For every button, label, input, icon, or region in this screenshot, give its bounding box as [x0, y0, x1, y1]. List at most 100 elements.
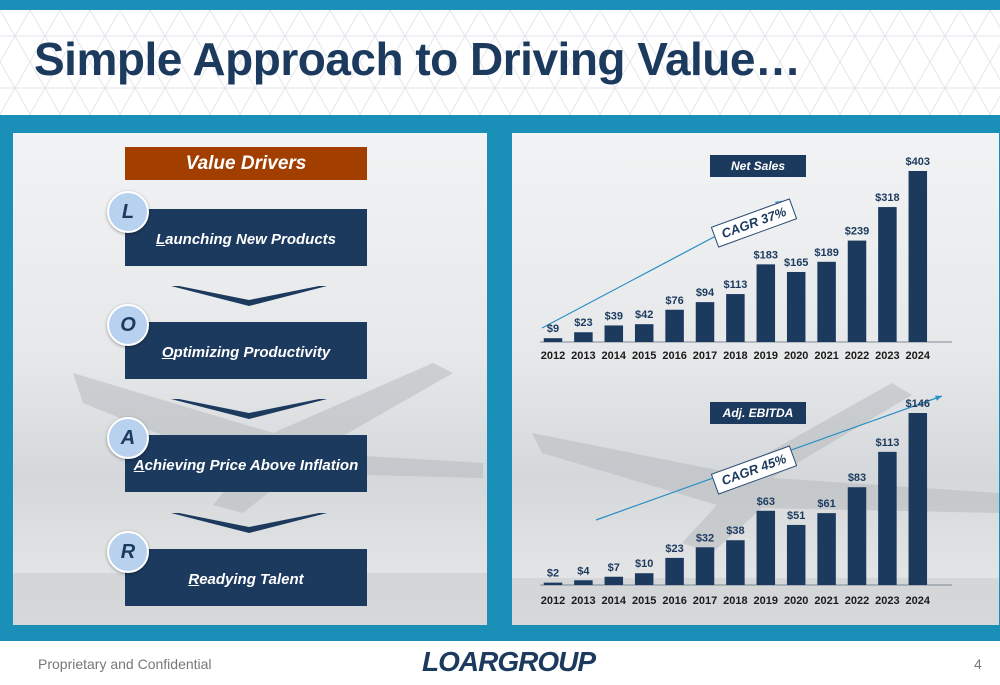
bar [574, 332, 593, 342]
bar [695, 302, 715, 342]
tick-label: 2024 [906, 350, 931, 362]
tick-label: 2022 [845, 595, 869, 607]
arrowhead-icon [935, 395, 942, 401]
data-label: $183 [754, 249, 778, 261]
data-label: $39 [605, 310, 623, 322]
page-number: 4 [974, 656, 982, 672]
tick-label: 2018 [723, 350, 747, 362]
tick-label: 2016 [662, 350, 686, 362]
tick-label: 2019 [754, 350, 778, 362]
tick-label: 2024 [906, 595, 931, 607]
driver-optimizing: Optimizing Productivity [125, 322, 367, 379]
adj-ebitda-chart: $2 2012 $4 2013 $7 2014 $10 2015 $23 2016 $32 2017 $… [540, 395, 952, 607]
value-drivers-header: Value Drivers [125, 147, 367, 180]
tick-label: 2023 [875, 595, 899, 607]
bar [817, 513, 836, 585]
tick-label: 2020 [784, 350, 808, 362]
bar [756, 264, 776, 342]
driver-label: Readying Talent [188, 571, 304, 588]
bar [543, 582, 563, 585]
data-label: $23 [665, 543, 683, 555]
bar [756, 510, 776, 585]
driver-letter-badge: R [107, 531, 149, 573]
header-pattern [0, 10, 1000, 115]
bar [665, 309, 684, 342]
data-label: $51 [787, 510, 805, 522]
tick-label: 2015 [632, 595, 656, 607]
data-label: $318 [875, 192, 899, 204]
tick-label: 2019 [754, 595, 778, 607]
bar [604, 576, 624, 585]
tick-label: 2012 [541, 595, 565, 607]
tick-label: 2017 [693, 350, 717, 362]
chevron-down-icon [171, 513, 327, 533]
bar [878, 207, 897, 342]
adj-ebitda-label: Adj. EBITDA [710, 402, 806, 424]
driver-letter-badge: O [107, 304, 149, 346]
bar-charts: $9 2012 $23 2013 $39 2014 $42 2015 $76 2016 $94 201… [540, 156, 952, 607]
data-label: $189 [814, 247, 838, 259]
tick-label: 2012 [541, 350, 565, 362]
data-label: $9 [547, 323, 559, 335]
driver-label: Launching New Products [155, 231, 337, 248]
data-label: $2 [547, 568, 559, 580]
tick-label: 2022 [845, 350, 869, 362]
bar [786, 524, 806, 585]
data-label: $146 [906, 398, 930, 410]
data-label: $63 [757, 496, 775, 508]
bar [908, 171, 928, 342]
tick-label: 2018 [723, 595, 747, 607]
bar [847, 240, 867, 342]
data-label: $10 [635, 558, 653, 570]
tick-label: 2014 [602, 350, 627, 362]
driver-readying: Readying Talent [125, 549, 367, 606]
tick-label: 2013 [571, 350, 595, 362]
data-label: $38 [726, 525, 744, 537]
footer-confidential: Proprietary and Confidential [38, 656, 212, 672]
driver-letter-badge: A [107, 417, 149, 459]
tick-label: 2021 [814, 595, 838, 607]
charts-panel: Net Sales Adj. EBITDA $9 2012 $23 2013 $39 20… [512, 133, 999, 625]
bar [543, 338, 563, 342]
tick-label: 2023 [875, 350, 899, 362]
chevron-down-icon [171, 399, 327, 419]
net-sales-chart: $9 2012 $23 2013 $39 2014 $42 2015 $76 2016 $94 201… [540, 156, 952, 362]
bar [878, 451, 897, 585]
driver-launching: Launching New Products [125, 209, 367, 266]
bar [634, 573, 654, 585]
data-label: $42 [635, 309, 653, 321]
bar [908, 413, 928, 585]
bar [847, 487, 867, 585]
data-label: $83 [848, 472, 866, 484]
driver-letter-badge: L [107, 191, 149, 233]
loar-group-logo: LOARGROUP [422, 646, 596, 677]
bar [817, 261, 836, 342]
tick-label: 2016 [662, 595, 686, 607]
bar [726, 540, 745, 585]
data-label: $61 [817, 498, 835, 510]
tick-label: 2013 [571, 595, 595, 607]
tick-label: 2015 [632, 350, 656, 362]
driver-label: Optimizing Productivity [161, 344, 331, 361]
bar [604, 325, 624, 342]
value-drivers-panel: Value Drivers Launching New Products L O… [13, 133, 487, 625]
bar [786, 271, 806, 342]
data-label: $4 [577, 565, 590, 577]
data-label: $7 [608, 562, 620, 574]
tick-label: 2017 [693, 595, 717, 607]
data-label: $76 [665, 295, 683, 307]
data-label: $113 [723, 279, 747, 291]
bar [726, 294, 745, 342]
chevron-down-icon [171, 286, 327, 306]
data-label: $165 [784, 257, 808, 269]
tick-label: 2020 [784, 595, 808, 607]
net-sales-label: Net Sales [710, 155, 806, 177]
slide-title: Simple Approach to Driving Value… [34, 33, 801, 85]
data-label: $94 [696, 287, 715, 299]
driver-achieving: Achieving Price Above Inflation [125, 435, 367, 492]
data-label: $239 [845, 226, 869, 238]
bar [574, 580, 593, 585]
data-label: $113 [875, 437, 899, 449]
tick-label: 2021 [814, 350, 838, 362]
data-label: $23 [574, 317, 592, 329]
